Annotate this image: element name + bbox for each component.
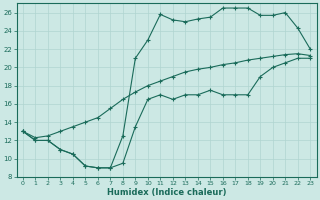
X-axis label: Humidex (Indice chaleur): Humidex (Indice chaleur) — [107, 188, 226, 197]
